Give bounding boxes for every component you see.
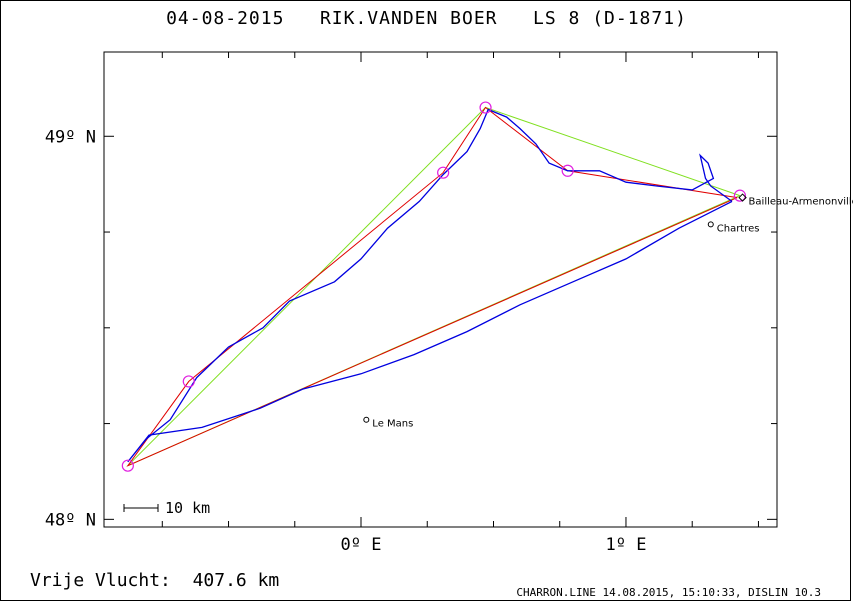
turnpoint-circle [479, 101, 492, 114]
place-circle-marker [363, 416, 370, 423]
place-markers: Le Mans Chartres Bailleau-Armenonville [363, 193, 853, 430]
page-title: 04-08-2015 RIK.VANDEN BOER LS 8 (D-1871) [166, 8, 687, 29]
footer-info: CHARRON.LINE 14.08.2015, 15:10:33, DISLI… [516, 586, 821, 599]
turnpoint-circle [121, 459, 134, 472]
turnpoint-circle [182, 375, 195, 388]
axis-ticks [104, 52, 777, 527]
flight-track [127, 108, 733, 463]
longitude-labels: 0º E 1º E [341, 535, 647, 555]
place-diamond-marker [738, 193, 747, 202]
scale-bar-label: 10 km [165, 499, 210, 517]
task-lines [127, 106, 741, 467]
turnpoint-circle [561, 164, 574, 177]
latitude-labels: 49º N 48º N [45, 127, 96, 530]
lat-label: 49º N [45, 127, 96, 147]
place-label: Bailleau-Armenonville [749, 197, 853, 208]
place-label: Le Mans [372, 419, 413, 430]
lon-label: 0º E [341, 535, 382, 555]
track-polyline [127, 108, 733, 463]
plot-area [103, 51, 778, 528]
lon-label: 1º E [605, 535, 646, 555]
task-polyline [127, 106, 741, 467]
scale-bar: 10 km [123, 499, 210, 517]
turnpoint-circle [437, 166, 450, 179]
place-label: Chartres [717, 223, 760, 234]
turnpoint-circle [733, 189, 747, 202]
turnpoint-markers [121, 101, 747, 472]
place-circle-marker [707, 221, 714, 228]
distance-readout: Vrije Vlucht: 407.6 km [30, 570, 279, 591]
distance-value: 407.6 km [192, 570, 280, 591]
distance-label: Vrije Vlucht: [30, 570, 171, 591]
lat-label: 48º N [45, 510, 96, 530]
